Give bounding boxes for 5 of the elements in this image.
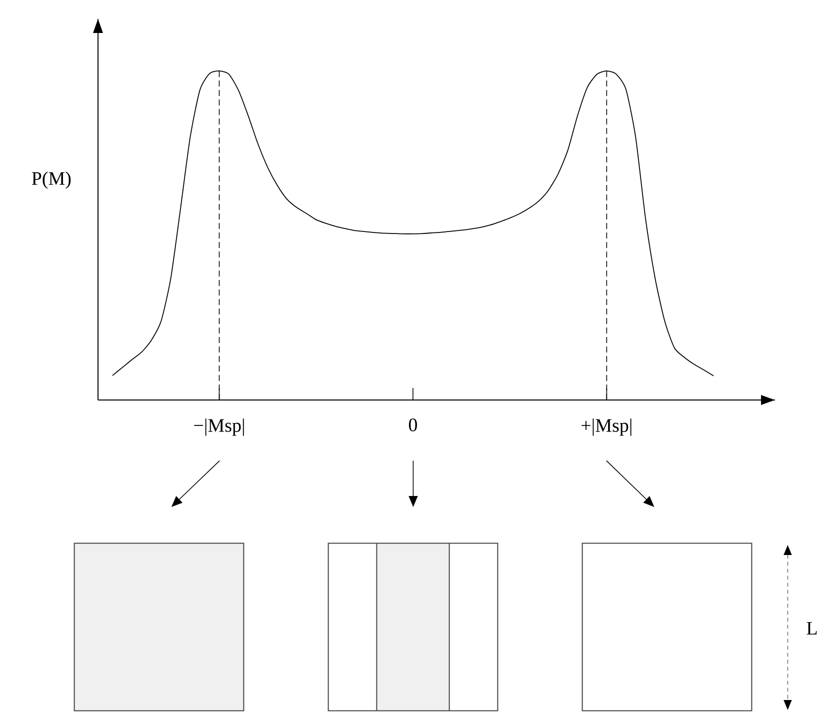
y-axis-title: P(M) bbox=[32, 172, 71, 189]
x-tick-label: −|Msp| bbox=[194, 418, 244, 436]
x-tick-label: 0 bbox=[408, 418, 417, 432]
text: L bbox=[806, 622, 817, 635]
x-tick-label: +|Msp| bbox=[582, 418, 632, 436]
